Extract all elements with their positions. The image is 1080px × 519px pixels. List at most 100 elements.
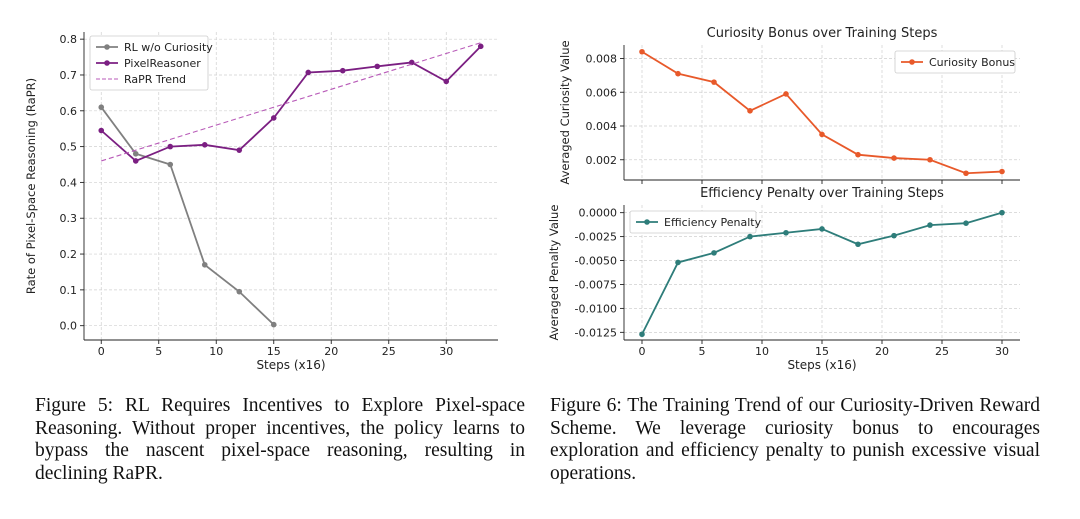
- legend-box: [894, 50, 1016, 74]
- figure5-caption: Figure 5: RL Requires Incentives to Expl…: [35, 395, 525, 485]
- data-point: [167, 143, 174, 150]
- data-point: [675, 70, 681, 77]
- data-point: [305, 69, 312, 76]
- data-point: [639, 48, 645, 55]
- x-tick-label: 30: [439, 345, 453, 358]
- x-tick-label: 20: [324, 345, 338, 358]
- legend-label: RL w/o Curiosity: [124, 41, 213, 54]
- legend-box: [89, 35, 209, 91]
- y-tick-label: 0.006: [586, 86, 618, 99]
- legend-marker: [104, 44, 110, 50]
- series-line: [100, 45, 482, 162]
- chart-title: Curiosity Bonus over Training Steps: [707, 26, 938, 41]
- legend-label: RaPR Trend: [124, 73, 186, 86]
- x-tick-label: 30: [995, 345, 1009, 358]
- x-axis-label: Steps (x16): [256, 358, 325, 372]
- y-tick-label: -0.0025: [575, 231, 617, 244]
- legend-label: PixelReasoner: [124, 57, 201, 70]
- data-point: [819, 226, 825, 232]
- data-point: [132, 158, 139, 164]
- y-tick-label: 0.0000: [579, 207, 618, 220]
- data-point: [675, 259, 681, 266]
- figure6-caption: Figure 6: The Training Trend of our Curi…: [550, 395, 1040, 485]
- data-point: [339, 67, 346, 74]
- y-tick-label: 0.3: [60, 212, 78, 225]
- data-point: [711, 79, 717, 85]
- data-point: [270, 115, 277, 121]
- x-tick-label: 5: [155, 345, 162, 358]
- figure6-caption-text: The Training Trend of our Curiosity-Driv…: [550, 395, 1040, 484]
- series-line: [100, 106, 275, 326]
- y-tick-label: -0.0100: [575, 302, 617, 315]
- y-tick-label: 0.8: [60, 33, 78, 46]
- series-line-trend: [101, 42, 481, 162]
- legend-label: Curiosity Bonus: [929, 56, 1015, 69]
- data-point: [443, 78, 450, 85]
- y-axis-label: Rate of Pixel-Space Reasoning (RaPR): [24, 78, 38, 294]
- data-point: [98, 104, 105, 111]
- data-point: [132, 150, 139, 157]
- x-tick-label: 5: [699, 345, 706, 358]
- data-point: [855, 241, 861, 248]
- y-tick-label: -0.0125: [575, 326, 617, 339]
- x-axis-label: Steps (x16): [787, 358, 856, 372]
- data-point: [747, 108, 753, 114]
- y-tick-label: 0.002: [586, 154, 618, 167]
- data-point: [927, 156, 933, 163]
- y-tick-label: 0.4: [60, 176, 78, 189]
- legend-box: [629, 210, 757, 234]
- chart-title: Efficiency Penalty over Training Steps: [700, 186, 944, 201]
- data-point: [270, 321, 277, 328]
- data-point: [711, 250, 717, 256]
- data-point: [408, 59, 415, 66]
- y-tick-label: 0.008: [586, 53, 618, 66]
- y-tick-label: 0.004: [586, 120, 618, 133]
- y-axis-label: Averaged Penalty Value: [547, 205, 561, 341]
- data-point: [374, 63, 381, 70]
- figure5-caption-text: RL Requires Incentives to Explore Pixel-…: [35, 395, 526, 484]
- x-tick-label: 15: [267, 345, 281, 358]
- data-point: [477, 43, 484, 50]
- data-point: [783, 91, 789, 97]
- y-tick-label: -0.0075: [575, 278, 617, 291]
- data-point: [963, 220, 969, 226]
- x-tick-label: 15: [815, 345, 829, 358]
- x-tick-label: 25: [935, 345, 949, 358]
- y-tick-label: 0.2: [60, 248, 78, 261]
- data-point: [201, 142, 208, 148]
- y-tick-label: 0.1: [60, 284, 78, 297]
- legend-label: Efficiency Penalty: [664, 216, 762, 229]
- x-tick-label: 10: [209, 345, 223, 358]
- data-point: [819, 131, 825, 138]
- data-point: [747, 233, 753, 240]
- x-tick-label: 20: [875, 345, 889, 358]
- data-point: [236, 147, 243, 153]
- y-tick-label: -0.0050: [575, 255, 617, 268]
- data-point: [999, 168, 1005, 175]
- data-point: [201, 261, 208, 268]
- data-point: [639, 331, 645, 338]
- x-tick-label: 0: [639, 345, 646, 358]
- figure6-chart: 0.002 0.004 0.006 0.008 Averaged Curiosity V…: [547, 26, 1020, 372]
- x-tick-label: 10: [755, 345, 769, 358]
- y-tick-label: 0.5: [60, 141, 78, 154]
- y-tick-label: 0.6: [60, 105, 78, 118]
- data-point: [963, 170, 969, 177]
- figure5-caption-number: Figure 5:: [35, 395, 114, 416]
- y-tick-label: 0.0: [60, 320, 78, 333]
- data-point: [855, 151, 861, 158]
- data-point: [783, 229, 789, 236]
- x-tick-label: 25: [382, 345, 396, 358]
- figure5-chart: 0 5 10 15 20 25 30 0.0 0.1 0.2 0.3 0.4 0.5 0.6 0.7 0.8 S…: [24, 32, 498, 372]
- data-point: [999, 209, 1005, 216]
- figure6-caption-number: Figure 6:: [550, 395, 622, 416]
- legend-marker: [644, 219, 650, 225]
- data-point: [98, 127, 105, 134]
- data-point: [927, 222, 933, 228]
- data-point: [891, 232, 897, 239]
- y-axis-label: Averaged Curiosity Value: [558, 40, 572, 184]
- legend-marker: [104, 60, 110, 66]
- data-point: [891, 155, 897, 161]
- legend-marker: [909, 59, 915, 65]
- data-point: [236, 288, 243, 295]
